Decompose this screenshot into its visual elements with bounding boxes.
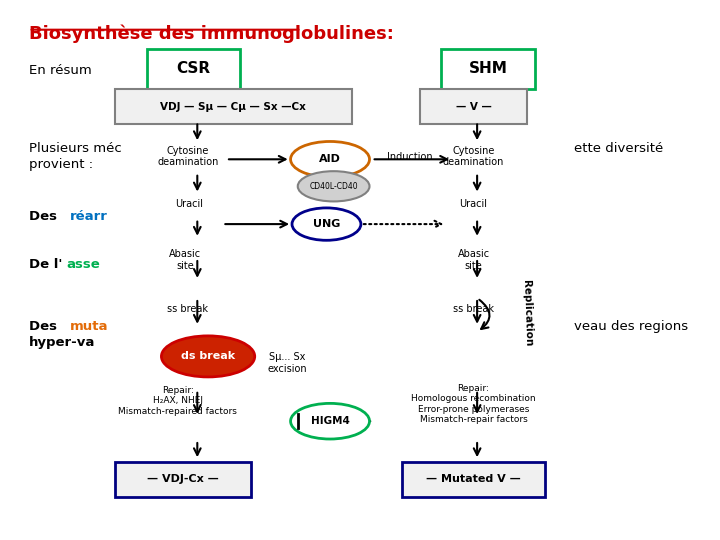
Ellipse shape <box>161 336 255 377</box>
FancyBboxPatch shape <box>402 462 545 497</box>
Text: Replication: Replication <box>521 280 534 347</box>
Text: De l': De l' <box>29 258 62 271</box>
Text: Uracil: Uracil <box>175 199 203 209</box>
Text: Uracil: Uracil <box>459 199 487 209</box>
Text: ds break: ds break <box>181 352 235 361</box>
Text: Abasic
site: Abasic site <box>457 249 490 271</box>
Text: ss break: ss break <box>453 304 494 314</box>
Text: Biosynthèse des immunoglobulines:: Biosynthèse des immunoglobulines: <box>29 24 394 43</box>
Text: hyper-va: hyper-va <box>29 336 95 349</box>
Text: HIGM4: HIGM4 <box>310 416 349 426</box>
Text: Cytosine
deamination: Cytosine deamination <box>157 146 219 167</box>
Text: Induction: Induction <box>387 152 433 161</box>
Ellipse shape <box>298 171 369 201</box>
Text: réarr: réarr <box>71 210 108 222</box>
Text: Des: Des <box>29 210 61 222</box>
Text: asse: asse <box>67 258 101 271</box>
FancyBboxPatch shape <box>114 462 251 497</box>
FancyBboxPatch shape <box>114 89 351 124</box>
Text: CSR: CSR <box>176 62 211 76</box>
Ellipse shape <box>291 403 369 439</box>
Text: — V —: — V — <box>456 102 492 112</box>
Text: ette diversité: ette diversité <box>574 142 663 155</box>
Text: En résum: En résum <box>29 64 91 77</box>
Text: — Mutated V —: — Mutated V — <box>426 474 521 484</box>
Text: Abasic
site: Abasic site <box>169 249 201 271</box>
Text: SHM: SHM <box>469 62 508 76</box>
Text: Plusieurs méc: Plusieurs méc <box>29 142 122 155</box>
Text: veau des regions: veau des regions <box>574 320 688 333</box>
Text: AID: AID <box>319 154 341 164</box>
FancyBboxPatch shape <box>147 49 240 89</box>
Text: ss break: ss break <box>168 304 209 314</box>
Text: muta: muta <box>71 320 109 333</box>
Text: VDJ — Sμ — Cμ — Sx —Cx: VDJ — Sμ — Cμ — Sx —Cx <box>161 102 306 112</box>
Text: Sμ... Sx
excision: Sμ... Sx excision <box>267 352 307 374</box>
Text: provient :: provient : <box>29 158 93 171</box>
FancyBboxPatch shape <box>420 89 527 124</box>
Ellipse shape <box>292 208 361 240</box>
Text: CD40L-CD40: CD40L-CD40 <box>310 182 358 191</box>
Ellipse shape <box>291 141 369 177</box>
Text: Des: Des <box>29 320 61 333</box>
Text: Repair:
Homologous recombination
Error-prone polymerases
Mismatch-repair factors: Repair: Homologous recombination Error-p… <box>411 384 536 424</box>
Text: — VDJ-Cx —: — VDJ-Cx — <box>147 474 219 484</box>
Text: UNG: UNG <box>312 219 340 229</box>
Text: Cytosine
deamination: Cytosine deamination <box>443 146 504 167</box>
Text: Repair:
H₂AX, NHEJ
Mismatch-repaired factors: Repair: H₂AX, NHEJ Mismatch-repaired fac… <box>119 386 238 416</box>
FancyBboxPatch shape <box>441 49 534 89</box>
